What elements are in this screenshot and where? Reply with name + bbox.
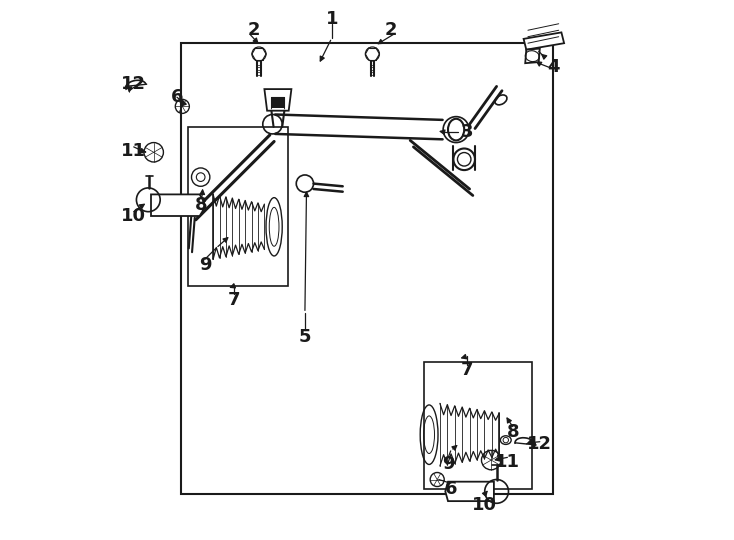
Text: 4: 4 [547, 58, 559, 77]
Text: 2: 2 [247, 21, 260, 39]
Bar [424, 362, 531, 489]
Polygon shape [523, 32, 564, 50]
Bar [181, 43, 553, 494]
Text: 11: 11 [121, 142, 146, 160]
Text: 6: 6 [445, 480, 457, 498]
Bar [188, 127, 288, 286]
Text: 10: 10 [472, 496, 497, 514]
Text: 3: 3 [461, 123, 473, 141]
Text: 5: 5 [299, 328, 311, 347]
Polygon shape [264, 89, 291, 111]
Text: 11: 11 [495, 453, 520, 471]
Text: 2: 2 [385, 21, 398, 39]
Text: 1: 1 [326, 10, 338, 28]
Text: 9: 9 [442, 455, 454, 474]
Polygon shape [151, 194, 205, 216]
Polygon shape [526, 49, 539, 63]
Text: 6: 6 [171, 88, 184, 106]
Text: 10: 10 [121, 207, 146, 225]
Text: 12: 12 [527, 435, 552, 453]
Polygon shape [446, 482, 494, 501]
Text: 12: 12 [121, 75, 146, 93]
Text: 9: 9 [199, 255, 211, 274]
Text: 8: 8 [506, 423, 519, 441]
Text: 7: 7 [461, 361, 473, 379]
Text: 8: 8 [195, 196, 208, 214]
Text: 7: 7 [228, 291, 240, 309]
Bar [272, 97, 284, 108]
